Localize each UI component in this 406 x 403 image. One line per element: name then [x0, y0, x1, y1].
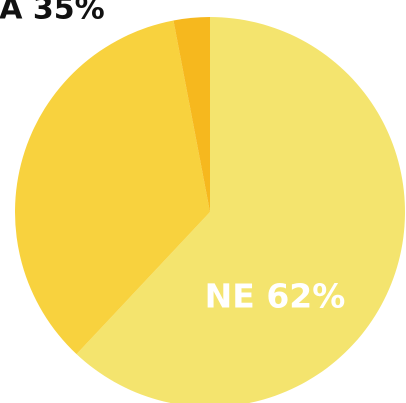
pie-labels: NE 62% A 35% — [0, 0, 346, 316]
slice-label-0: NE 62% — [205, 277, 346, 316]
pie-slice-ne — [76, 17, 405, 403]
slice-label-1: A 35% — [0, 0, 105, 27]
pie-slices — [14, 17, 405, 403]
pie-slice-slice-2 — [173, 17, 210, 212]
pie-slice-slice-1 — [14, 20, 211, 355]
